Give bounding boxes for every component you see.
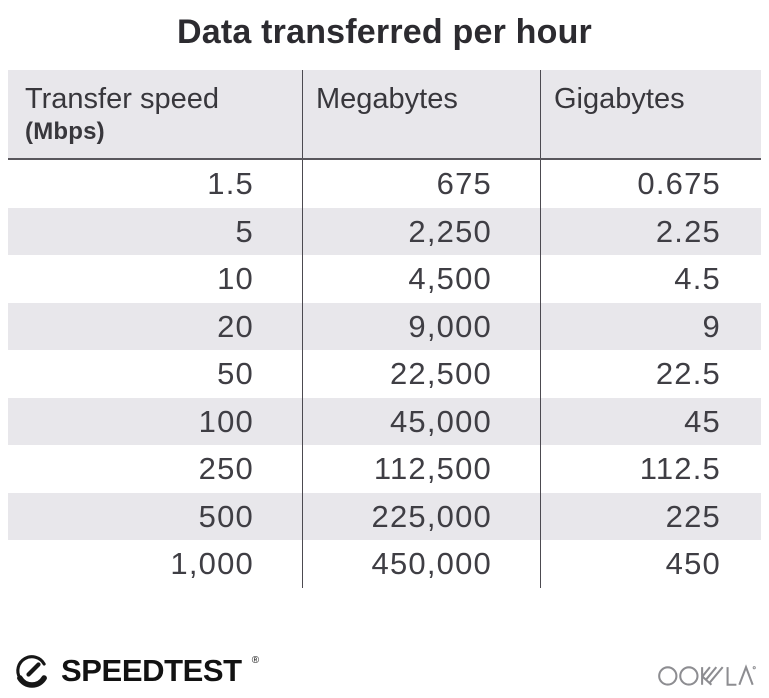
table-row: 20 9,000 9 <box>8 302 761 350</box>
header-label: Megabytes <box>316 83 458 115</box>
table-cell: 0.675 <box>540 160 761 208</box>
table-cell: 2.25 <box>540 207 761 255</box>
header-label: Gigabytes <box>554 83 685 115</box>
header-gigabytes: Gigabytes <box>540 70 761 158</box>
header-sublabel: (Mbps) <box>25 118 105 146</box>
table-cell: 1,000 <box>170 546 254 581</box>
table-cell: 250 <box>198 451 254 486</box>
data-table: Transfer speed (Mbps) Megabytes Gigabyte… <box>8 70 761 588</box>
table-cell: 20 <box>217 308 254 344</box>
ookla-letter-k <box>701 666 724 686</box>
table-row: 50 22,500 22.5 <box>8 350 761 398</box>
table-cell: 10 <box>217 261 254 296</box>
table-cell: 1.5 <box>207 166 254 201</box>
table-cell: 22.5 <box>540 350 761 398</box>
ookla-wordmark-icon <box>658 664 756 686</box>
table-row: 250 112,500 112.5 <box>8 445 761 493</box>
table-cell: 100 <box>198 403 254 439</box>
table-cell: 112.5 <box>540 445 761 493</box>
table-row: 100 45,000 45 <box>8 397 761 445</box>
table-cell: 9 <box>540 302 761 350</box>
table-cell: 675 <box>302 160 540 208</box>
table-row: 1.5 675 0.675 <box>8 160 761 208</box>
table-row: 5 2,250 2.25 <box>8 207 761 255</box>
table-cell: 225 <box>540 492 761 540</box>
speedtest-logo: SPEEDTEST ® <box>12 650 259 690</box>
chart-title: Data transferred per hour <box>177 13 592 51</box>
table-cell: 4.5 <box>540 255 761 303</box>
table-cell: 4,500 <box>302 255 540 303</box>
ookla-letter-o <box>658 666 678 686</box>
table-cell: 2,250 <box>302 207 540 255</box>
speedtest-wordmark: SPEEDTEST <box>61 652 242 688</box>
registered-trademark-icon <box>752 666 756 670</box>
table-cell: 50 <box>217 356 254 391</box>
table-cell: 45 <box>540 397 761 445</box>
table-cell: 500 <box>198 498 254 534</box>
table-cell: 450 <box>540 540 761 588</box>
header-label: Transfer speed <box>25 83 219 115</box>
table-cell: 225,000 <box>302 492 540 540</box>
table-cell: 9,000 <box>302 302 540 350</box>
table-row: 500 225,000 225 <box>8 492 761 540</box>
ookla-letter-l <box>726 667 737 686</box>
table-cell: 5 <box>235 213 254 249</box>
table-cell: 112,500 <box>302 445 540 493</box>
ookla-letter-o <box>679 666 699 686</box>
table-cell: 22,500 <box>302 350 540 398</box>
table-row: 1,000 450,000 450 <box>8 540 761 588</box>
table-cell: 450,000 <box>302 540 540 588</box>
speedtest-gauge-icon <box>16 655 47 688</box>
table-cell: 45,000 <box>302 397 540 445</box>
table-header-row: Transfer speed (Mbps) Megabytes Gigabyte… <box>8 70 761 160</box>
table-row: 10 4,500 4.5 <box>8 255 761 303</box>
table-body: 1.5 675 0.675 5 2,250 2.25 10 4,500 4.5 20 9,000 9 5… <box>8 160 761 588</box>
ookla-logo <box>658 659 756 694</box>
header-megabytes: Megabytes <box>302 70 540 158</box>
header-transfer-speed: Transfer speed (Mbps) <box>8 70 302 158</box>
registered-trademark-icon: ® <box>251 655 260 666</box>
ookla-letter-a <box>738 664 754 686</box>
